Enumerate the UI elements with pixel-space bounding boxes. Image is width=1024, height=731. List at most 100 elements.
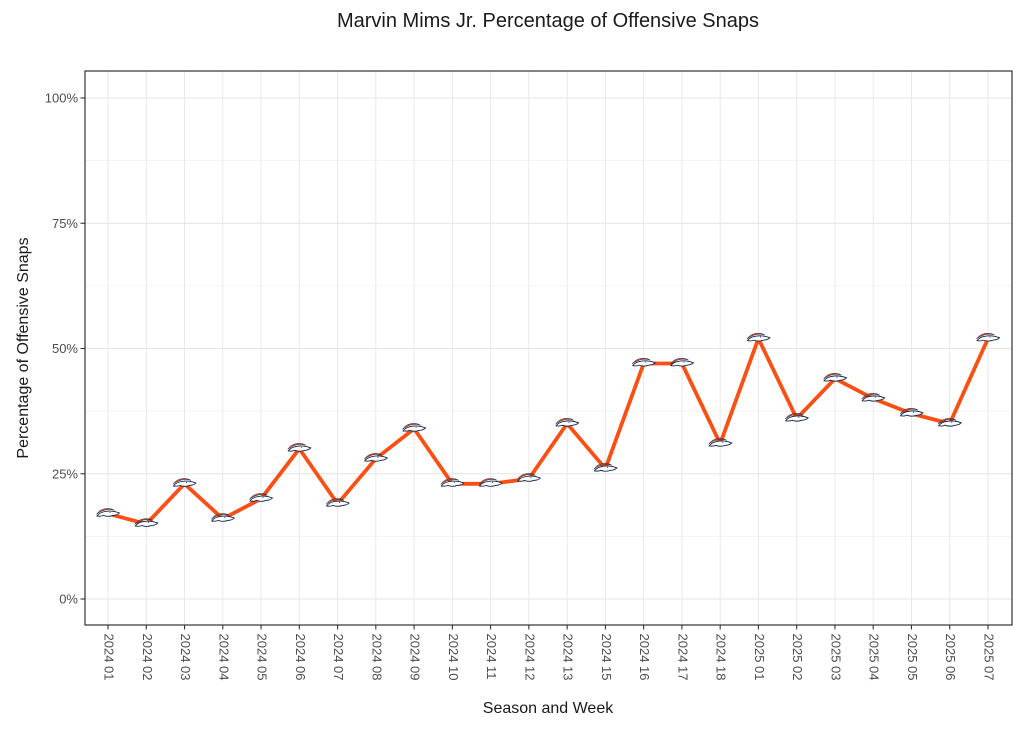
x-tick-label: 2024 16 [637, 634, 652, 681]
data-point-marker [249, 493, 274, 502]
data-point-marker [937, 418, 962, 427]
broncos-head-shape [976, 335, 1001, 342]
broncos-head-shape [325, 500, 350, 507]
broncos-mane-shape [976, 332, 995, 340]
broncos-mane-shape [631, 357, 651, 365]
broncos-eye-dot [453, 481, 455, 483]
broncos-mane-shape [823, 373, 842, 380]
broncos-eye-dot [989, 336, 991, 338]
x-axis-tick-labels: 2024 01 2024 02 2024 03 2024 04 2024 05 2024 … [102, 634, 997, 681]
data-point-marker [211, 513, 236, 522]
data-point-marker [555, 418, 580, 427]
broncos-head-shape [134, 520, 159, 527]
y-tick-label: 0% [59, 592, 78, 607]
broncos-head-shape [211, 515, 236, 522]
broncos-eye-dot [606, 466, 608, 468]
broncos-logo-markers [96, 332, 1001, 527]
broncos-eye-dot [951, 421, 953, 423]
data-point-marker [96, 508, 121, 517]
broncos-head-shape [364, 455, 389, 462]
broncos-eye-dot [912, 411, 915, 413]
x-tick-label: 2024 06 [293, 634, 308, 681]
data-point-marker [325, 498, 350, 507]
broncos-mane-shape [670, 357, 689, 365]
broncos-eye-dot [262, 496, 264, 498]
broncos-head-shape [746, 335, 771, 342]
x-tick-label: 2024 07 [331, 634, 346, 681]
broncos-eye-dot [147, 521, 149, 524]
broncos-eye-dot [530, 476, 532, 478]
broncos-eye-dot [759, 336, 761, 338]
broncos-eye-dot [683, 361, 685, 363]
broncos-eye-dot [798, 416, 800, 418]
data-point-marker [746, 332, 771, 342]
broncos-eye-dot [185, 481, 188, 483]
data-point-marker [670, 357, 695, 367]
broncos-mane-shape [364, 453, 383, 460]
broncos-mane-shape [517, 473, 536, 480]
major-gridlines [85, 71, 1012, 625]
y-tick-label: 25% [52, 466, 78, 481]
x-tick-label: 2024 03 [178, 634, 193, 681]
broncos-head-shape [478, 480, 503, 487]
x-tick-label: 2024 09 [408, 634, 423, 681]
x-tick-label: 2024 17 [675, 634, 690, 681]
broncos-mane-shape [325, 498, 345, 505]
x-tick-label: 2025 07 [982, 634, 997, 681]
data-point-marker [402, 423, 427, 432]
broncos-mane-shape [287, 443, 306, 450]
x-tick-label: 2024 18 [714, 634, 729, 681]
x-tick-label: 2025 06 [943, 634, 958, 681]
broncos-mane-shape [440, 478, 459, 485]
broncos-eye-dot [836, 376, 838, 378]
broncos-mane-shape [784, 413, 804, 420]
data-point-marker [134, 518, 159, 527]
broncos-mane-shape [593, 463, 613, 470]
data-point-marker [172, 478, 197, 487]
broncos-eye-dot [109, 511, 111, 513]
data-point-marker [364, 453, 389, 462]
broncos-eye-dot [874, 396, 876, 398]
broncos-eye-dot [224, 516, 226, 518]
broncos-mane-shape [746, 332, 766, 340]
data-point-marker [440, 478, 465, 487]
data-point-marker [517, 473, 542, 482]
x-tick-label: 2024 01 [102, 634, 117, 681]
x-tick-label: 2025 04 [867, 634, 882, 681]
broncos-eye-dot [300, 446, 302, 448]
data-point-marker [593, 463, 618, 472]
broncos-eye-dot [721, 441, 723, 443]
axis-tick-marks [80, 97, 989, 630]
broncos-head-shape [937, 420, 962, 427]
x-tick-label: 2024 11 [484, 634, 499, 680]
broncos-mane-shape [937, 418, 957, 425]
data-point-marker [976, 332, 1001, 342]
broncos-head-shape [823, 375, 848, 382]
x-tick-label: 2024 13 [561, 634, 576, 681]
data-point-marker [631, 357, 656, 367]
broncos-head-shape [670, 360, 695, 367]
x-tick-label: 2024 04 [216, 634, 231, 681]
x-tick-label: 2024 02 [140, 634, 155, 681]
broncos-head-shape [593, 465, 618, 472]
broncos-head-shape [899, 410, 924, 417]
broncos-eye-dot [415, 426, 417, 428]
data-point-marker [287, 443, 312, 452]
broncos-mane-shape [249, 493, 268, 500]
data-point-marker [823, 373, 848, 382]
broncos-mane-shape [555, 418, 574, 425]
chart-title: Marvin Mims Jr. Percentage of Offensive … [337, 10, 759, 32]
x-axis-title: Season and Week [483, 700, 614, 717]
y-axis-title: Percentage of Offensive Snaps [15, 237, 32, 458]
broncos-head-shape [172, 480, 197, 487]
broncos-head-shape [861, 395, 886, 402]
broncos-head-shape [402, 425, 427, 432]
x-tick-label: 2024 05 [255, 634, 270, 681]
data-point-marker [708, 438, 733, 447]
data-point-marker [899, 408, 924, 417]
broncos-mane-shape [402, 423, 421, 430]
broncos-eye-dot [492, 481, 494, 483]
y-tick-label: 100% [45, 91, 79, 106]
data-point-marker [861, 393, 886, 402]
